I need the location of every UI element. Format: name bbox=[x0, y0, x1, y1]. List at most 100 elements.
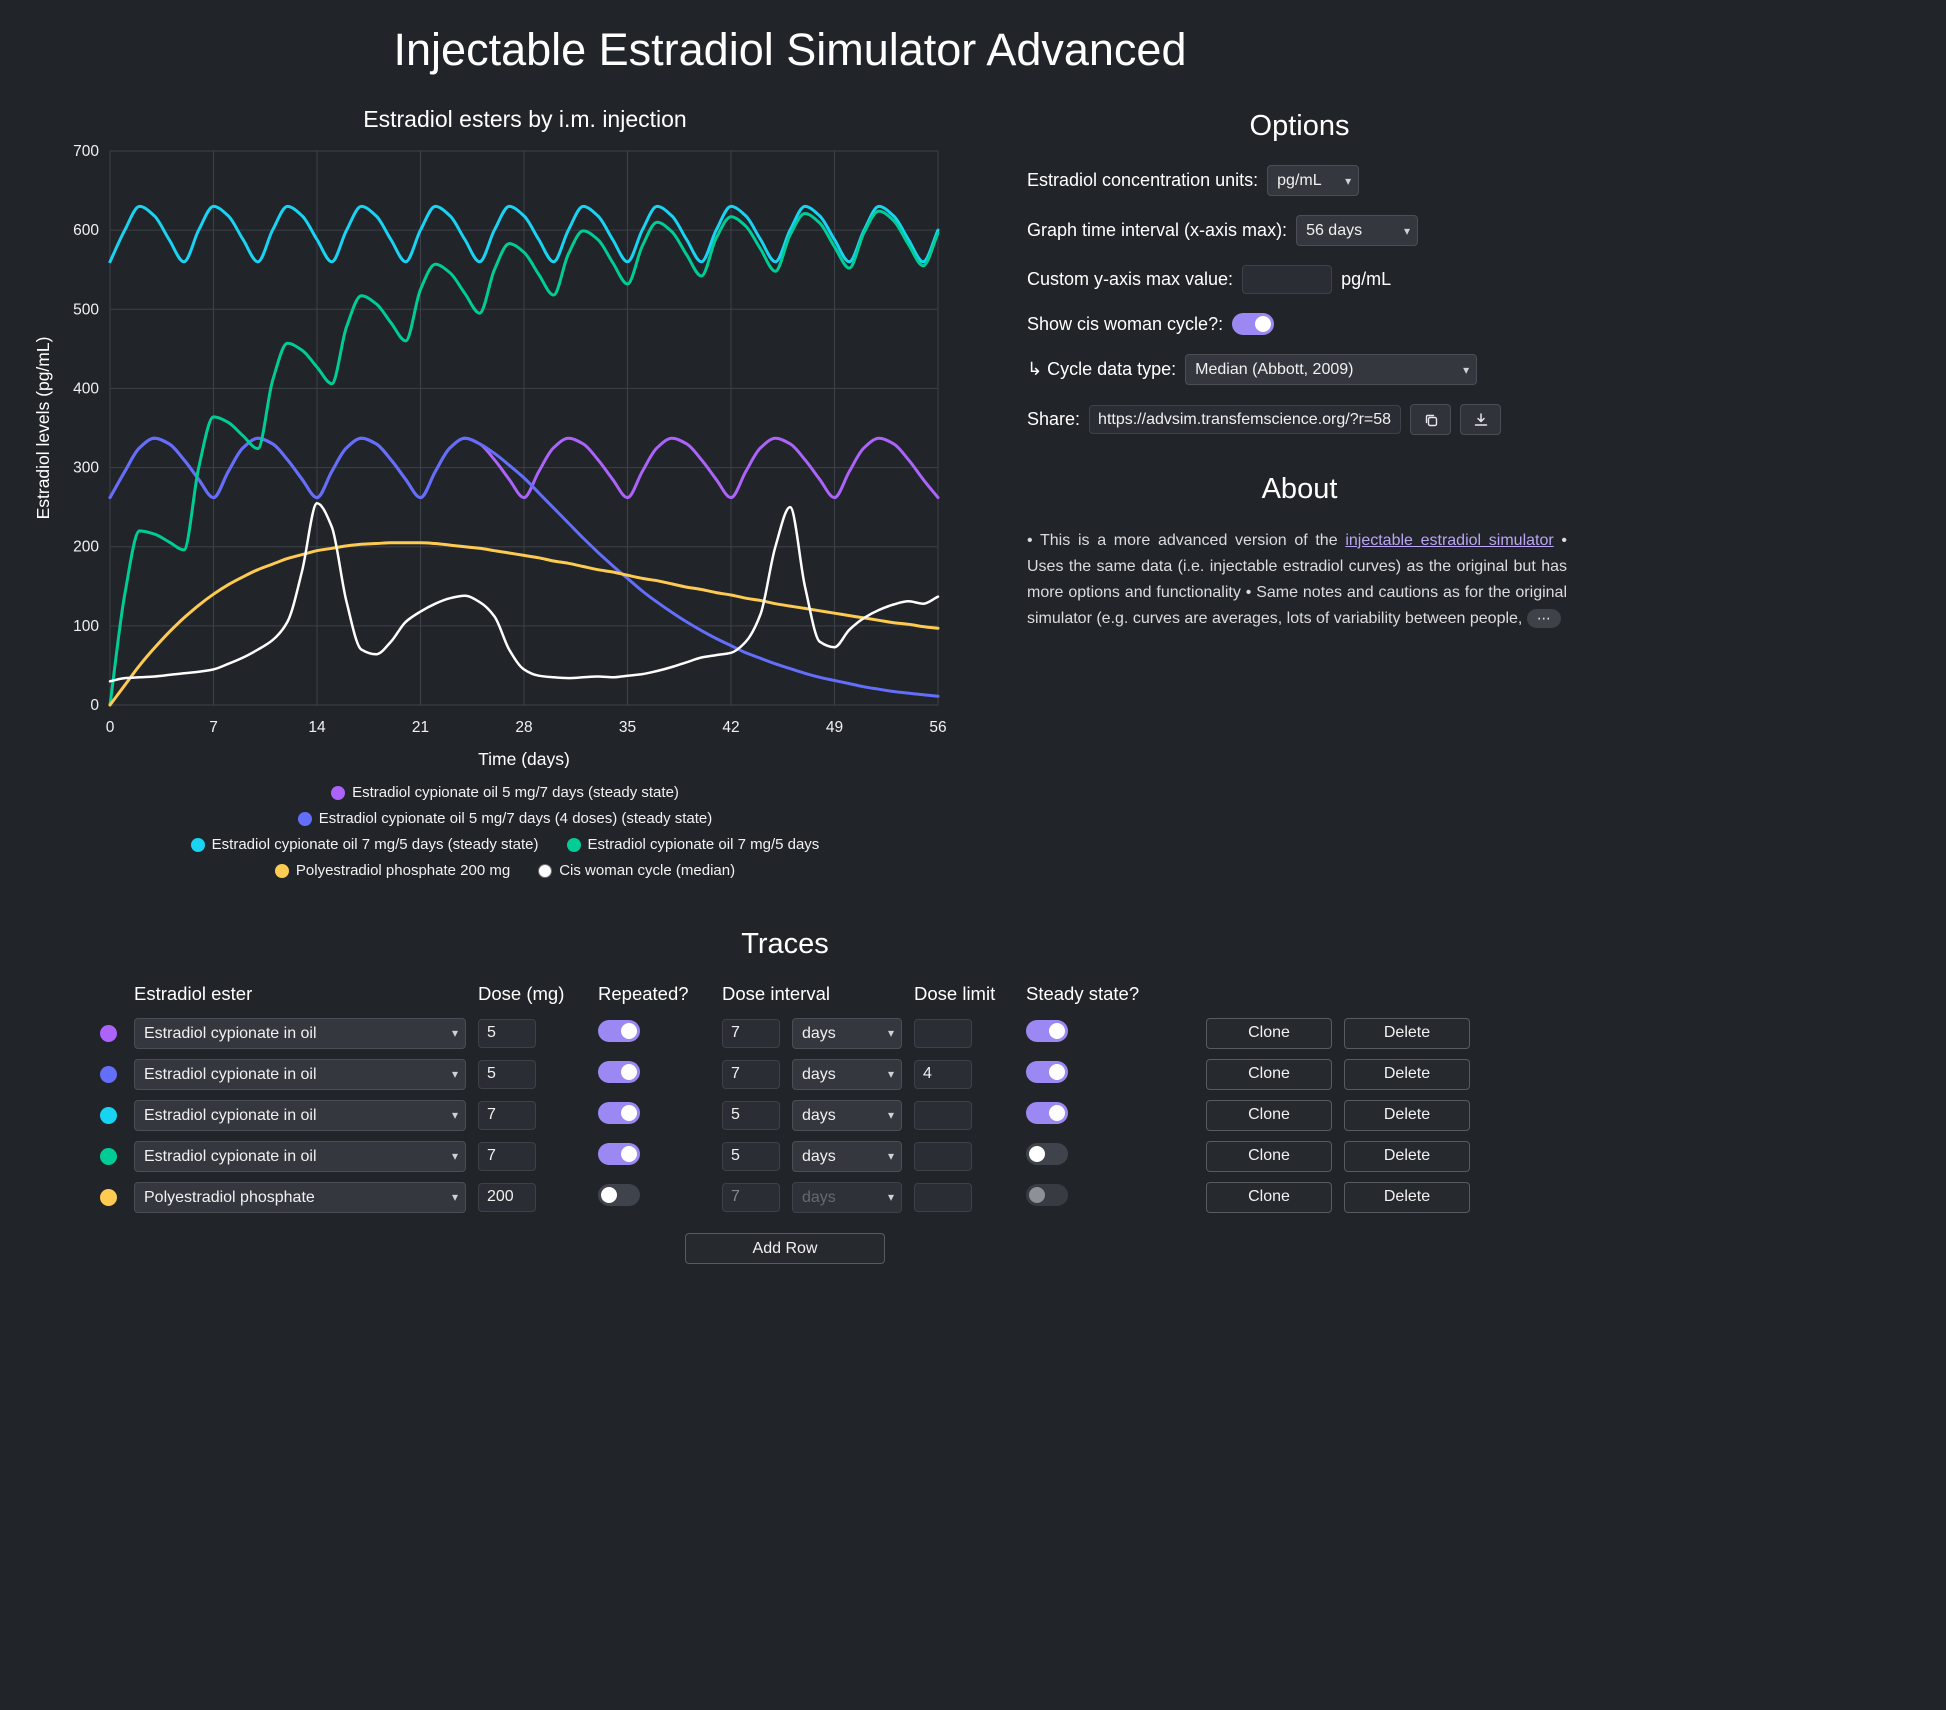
option-cycle-row: Show cis woman cycle?: bbox=[1027, 313, 1572, 335]
repeated-toggle[interactable] bbox=[598, 1019, 640, 1042]
delete-button[interactable]: Delete bbox=[1344, 1058, 1470, 1090]
dose-input[interactable] bbox=[478, 1059, 536, 1089]
legend-item[interactable]: Estradiol cypionate oil 7 mg/5 days (ste… bbox=[190, 836, 539, 853]
steady-state-toggle[interactable] bbox=[1026, 1060, 1068, 1083]
interval-unit-select[interactable]: days bbox=[792, 1017, 902, 1049]
steady-state-toggle[interactable] bbox=[1026, 1183, 1068, 1206]
legend-item[interactable]: Polyestradiol phosphate 200 mg bbox=[274, 862, 510, 879]
clone-button[interactable]: Clone bbox=[1206, 1181, 1332, 1213]
ester-select[interactable]: Estradiol cypionate in oil bbox=[134, 1058, 466, 1090]
legend-item[interactable]: Estradiol cypionate oil 7 mg/5 days bbox=[566, 836, 819, 853]
dose-input[interactable] bbox=[478, 1141, 536, 1171]
dose-interval-input[interactable] bbox=[722, 1100, 780, 1130]
ester-select[interactable]: Estradiol cypionate in oil bbox=[134, 1140, 466, 1172]
delete-button[interactable]: Delete bbox=[1344, 1140, 1470, 1172]
legend-marker-icon bbox=[274, 863, 289, 878]
line-chart-plot[interactable]: 0 7 14 21 28 35 42 49 56 0 100 200 300 400 500 600 700 Ti… bbox=[30, 143, 980, 768]
legend-item[interactable]: Cis woman cycle (median) bbox=[538, 862, 735, 879]
option-cycle-type-row: ↳ Cycle data type: Median (Abbott, 2009)… bbox=[1027, 354, 1572, 385]
dose-limit-input[interactable] bbox=[914, 1018, 972, 1048]
download-button[interactable] bbox=[1460, 404, 1502, 435]
svg-text:400: 400 bbox=[73, 380, 99, 397]
column-header-dose: Dose (mg) bbox=[478, 983, 565, 1004]
ester-select[interactable]: Estradiol cypionate in oil bbox=[134, 1017, 466, 1049]
dose-input[interactable] bbox=[478, 1100, 536, 1130]
repeated-toggle[interactable] bbox=[598, 1183, 640, 1206]
legend-label: Estradiol cypionate oil 5 mg/7 days (ste… bbox=[352, 784, 679, 801]
svg-text:500: 500 bbox=[73, 301, 99, 318]
add-row-button[interactable]: Add Row bbox=[685, 1233, 885, 1264]
svg-text:600: 600 bbox=[73, 222, 99, 239]
toggle-knob bbox=[1049, 1104, 1065, 1121]
dose-limit-input[interactable] bbox=[914, 1182, 972, 1212]
expand-about-button[interactable]: ⋯ bbox=[1526, 608, 1561, 628]
steady-state-toggle[interactable] bbox=[1026, 1101, 1068, 1124]
delete-button[interactable]: Delete bbox=[1344, 1017, 1470, 1049]
delete-button[interactable]: Delete bbox=[1344, 1181, 1470, 1213]
steady-state-toggle[interactable] bbox=[1026, 1019, 1068, 1042]
trace-color-dot bbox=[100, 1065, 117, 1083]
interval-unit-select-wrap: days ▾ bbox=[792, 1099, 902, 1131]
clone-button[interactable]: Clone bbox=[1206, 1099, 1332, 1131]
trace-row: Estradiol cypionate in oil▾ days▾ Clone Del… bbox=[100, 1058, 1470, 1090]
repeated-toggle[interactable] bbox=[598, 1142, 640, 1165]
repeated-toggle[interactable] bbox=[598, 1101, 640, 1124]
graph-interval-select[interactable]: 56 days bbox=[1296, 215, 1419, 246]
repeated-toggle[interactable] bbox=[598, 1060, 640, 1083]
dose-limit-input[interactable] bbox=[914, 1100, 972, 1130]
clone-button[interactable]: Clone bbox=[1206, 1140, 1332, 1172]
units-select[interactable]: pg/mL bbox=[1267, 165, 1360, 196]
ester-select[interactable]: Polyestradiol phosphate bbox=[134, 1181, 466, 1213]
copy-icon bbox=[1425, 414, 1437, 426]
interval-unit-select-wrap: days ▾ bbox=[792, 1140, 902, 1172]
svg-text:300: 300 bbox=[73, 460, 99, 477]
ester-select-wrap: Polyestradiol phosphate ▾ bbox=[134, 1181, 466, 1213]
dose-interval-input[interactable] bbox=[722, 1059, 780, 1089]
side-panel: Options Estradiol concentration units: p… bbox=[1027, 102, 1572, 888]
chart-title: Estradiol esters by i.m. injection bbox=[363, 106, 687, 132]
units-label: Estradiol concentration units: bbox=[1027, 170, 1259, 190]
interval-unit-select[interactable]: days bbox=[792, 1181, 902, 1213]
ester-select-wrap: Estradiol cypionate in oil ▾ bbox=[134, 1140, 466, 1172]
ymax-input[interactable] bbox=[1242, 265, 1333, 294]
traces-heading: Traces bbox=[741, 928, 829, 960]
simulator-link[interactable]: injectable estradiol simulator bbox=[1345, 532, 1554, 549]
legend-marker-icon bbox=[331, 785, 346, 800]
cycle-type-select[interactable]: Median (Abbott, 2009) bbox=[1185, 354, 1478, 385]
column-header-limit: Dose limit bbox=[914, 983, 996, 1004]
legend-marker-icon bbox=[297, 811, 312, 826]
clone-button[interactable]: Clone bbox=[1206, 1058, 1332, 1090]
toggle-knob bbox=[601, 1186, 617, 1203]
share-row: Share: bbox=[1027, 404, 1572, 435]
dose-interval-input[interactable] bbox=[722, 1141, 780, 1171]
dose-limit-input[interactable] bbox=[914, 1059, 972, 1089]
dose-input[interactable] bbox=[478, 1182, 536, 1212]
toggle-knob bbox=[1029, 1145, 1045, 1162]
svg-text:35: 35 bbox=[619, 719, 636, 736]
legend-item[interactable]: Estradiol cypionate oil 5 mg/7 days (ste… bbox=[331, 784, 679, 801]
cycle-toggle[interactable] bbox=[1232, 313, 1275, 335]
toggle-knob bbox=[621, 1145, 637, 1162]
delete-button[interactable]: Delete bbox=[1344, 1099, 1470, 1131]
dose-input[interactable] bbox=[478, 1018, 536, 1048]
dose-interval-input[interactable] bbox=[722, 1018, 780, 1048]
svg-text:7: 7 bbox=[209, 719, 218, 736]
share-url-input[interactable] bbox=[1089, 405, 1402, 434]
legend-item[interactable]: Estradiol cypionate oil 5 mg/7 days (4 d… bbox=[297, 810, 712, 827]
dose-limit-input[interactable] bbox=[914, 1141, 972, 1171]
copy-link-button[interactable] bbox=[1410, 404, 1452, 435]
about-text-post: • Uses the same data (i.e. injectable es… bbox=[1027, 532, 1568, 627]
svg-text:28: 28 bbox=[515, 719, 532, 736]
interval-unit-select[interactable]: days bbox=[792, 1099, 902, 1131]
clone-button[interactable]: Clone bbox=[1206, 1017, 1332, 1049]
interval-unit-select[interactable]: days bbox=[792, 1058, 902, 1090]
ymax-label: Custom y-axis max value: bbox=[1027, 269, 1234, 289]
toggle-knob bbox=[1029, 1186, 1045, 1203]
share-label: Share: bbox=[1027, 409, 1081, 429]
column-header-steady: Steady state? bbox=[1026, 983, 1140, 1004]
interval-unit-select[interactable]: days bbox=[792, 1140, 902, 1172]
ymax-unit-label: pg/mL bbox=[1341, 269, 1392, 289]
ester-select[interactable]: Estradiol cypionate in oil bbox=[134, 1099, 466, 1131]
steady-state-toggle[interactable] bbox=[1026, 1142, 1068, 1165]
dose-interval-input[interactable] bbox=[722, 1182, 780, 1212]
